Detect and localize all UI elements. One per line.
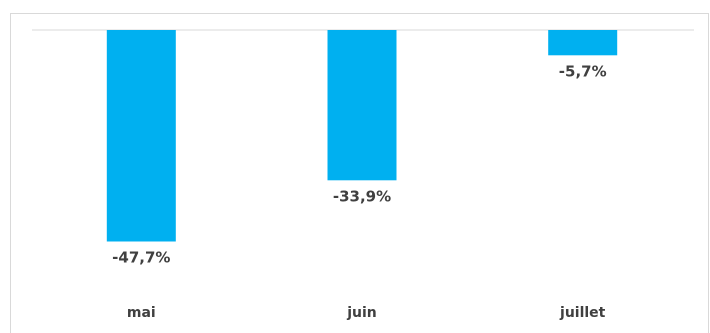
value-label-juin: -33,9%: [333, 187, 391, 205]
value-label-juillet: -5,7%: [559, 62, 607, 80]
category-labels-group: mai juin juillet: [127, 305, 606, 320]
category-label-juin: juin: [346, 305, 377, 320]
bar-juillet: [548, 30, 618, 56]
category-label-mai: mai: [127, 305, 156, 320]
bars-group: [106, 30, 618, 242]
category-label-juillet: juillet: [559, 305, 606, 320]
value-labels-group: -47,7% -33,9% -5,7%: [112, 62, 606, 266]
value-label-mai: -47,7%: [112, 249, 170, 267]
bar-chart: -47,7% -33,9% -5,7% mai juin juillet: [32, 29, 694, 320]
chart-frame: [10, 13, 709, 333]
bar-mai: [106, 30, 176, 242]
bar-juin: [327, 30, 397, 181]
